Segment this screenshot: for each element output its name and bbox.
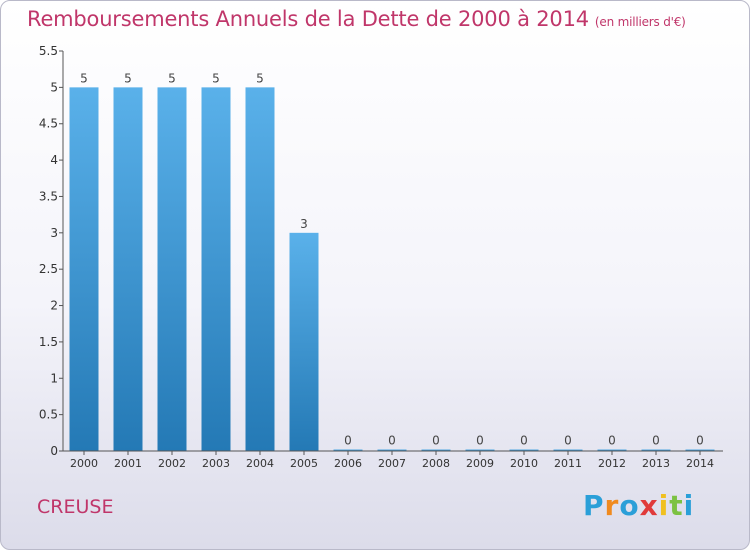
data-label: 0: [652, 434, 660, 448]
x-tick-label: 2011: [554, 457, 582, 470]
y-tick-label: 1.5: [39, 335, 58, 349]
data-label: 0: [696, 434, 704, 448]
unit-label: (en milliers d'€): [594, 15, 686, 29]
x-tick-label: 2012: [598, 457, 626, 470]
logo-letter: i: [683, 489, 695, 522]
y-tick-label: 4: [50, 153, 58, 167]
y-tick-label: 1: [50, 371, 58, 385]
data-label: 5: [212, 71, 220, 85]
data-label: 0: [520, 434, 528, 448]
bar-2014: [685, 449, 715, 451]
x-tick-label: 2002: [158, 457, 186, 470]
data-label: 0: [608, 434, 616, 448]
data-label: 0: [564, 434, 572, 448]
data-label: 0: [388, 434, 396, 448]
x-tick-label: 2006: [334, 457, 362, 470]
y-tick-label: 3.5: [39, 189, 58, 203]
bar-2013: [641, 449, 671, 451]
logo-letter: r: [604, 489, 620, 522]
y-tick-label: 2: [50, 299, 58, 313]
data-label: 0: [476, 434, 484, 448]
bar-2009: [465, 449, 495, 451]
x-tick-label: 2013: [642, 457, 670, 470]
data-label: 0: [344, 434, 352, 448]
data-label: 3: [300, 217, 308, 231]
bar-2008: [421, 449, 451, 451]
logo-letter: P: [583, 489, 605, 522]
y-tick-label: 0: [50, 444, 58, 458]
bar-2010: [509, 449, 539, 451]
bar-2012: [597, 449, 627, 451]
proxiti-logo: Proxiti: [583, 489, 694, 522]
bar-2007: [377, 449, 407, 451]
x-tick-label: 2008: [422, 457, 450, 470]
x-tick-label: 2009: [466, 457, 494, 470]
bar-2004: [245, 87, 275, 451]
y-tick-label: 2.5: [39, 262, 58, 276]
data-label: 5: [80, 71, 88, 85]
x-tick-label: 2005: [290, 457, 318, 470]
logo-letter: i: [658, 489, 670, 522]
data-label: 5: [256, 71, 264, 85]
x-tick-label: 2007: [378, 457, 406, 470]
y-tick-label: 4.5: [39, 117, 58, 131]
bar-2005: [289, 232, 319, 451]
logo-letter: o: [619, 489, 640, 522]
y-tick-label: 3: [50, 226, 58, 240]
bar-2011: [553, 449, 583, 451]
y-tick-label: 5: [50, 80, 58, 94]
x-tick-label: 2003: [202, 457, 230, 470]
region-label: CREUSE: [37, 496, 114, 518]
data-label: 0: [432, 434, 440, 448]
x-tick-label: 2010: [510, 457, 538, 470]
bar-2006: [333, 449, 363, 451]
x-tick-label: 2014: [686, 457, 714, 470]
chart-title: Remboursements Annuels de la Dette de 20…: [27, 7, 686, 31]
logo-letter: t: [669, 489, 684, 522]
x-tick-label: 2004: [246, 457, 274, 470]
bar-2002: [157, 87, 187, 451]
data-label: 5: [124, 71, 132, 85]
data-label: 5: [168, 71, 176, 85]
y-tick-label: 5.5: [39, 44, 58, 58]
bar-2000: [69, 87, 99, 451]
bar-2003: [201, 87, 231, 451]
x-tick-label: 2000: [70, 457, 98, 470]
logo-letter: x: [639, 489, 659, 522]
bar-2001: [113, 87, 143, 451]
y-tick-label: 0.5: [39, 408, 58, 422]
x-tick-label: 2001: [114, 457, 142, 470]
